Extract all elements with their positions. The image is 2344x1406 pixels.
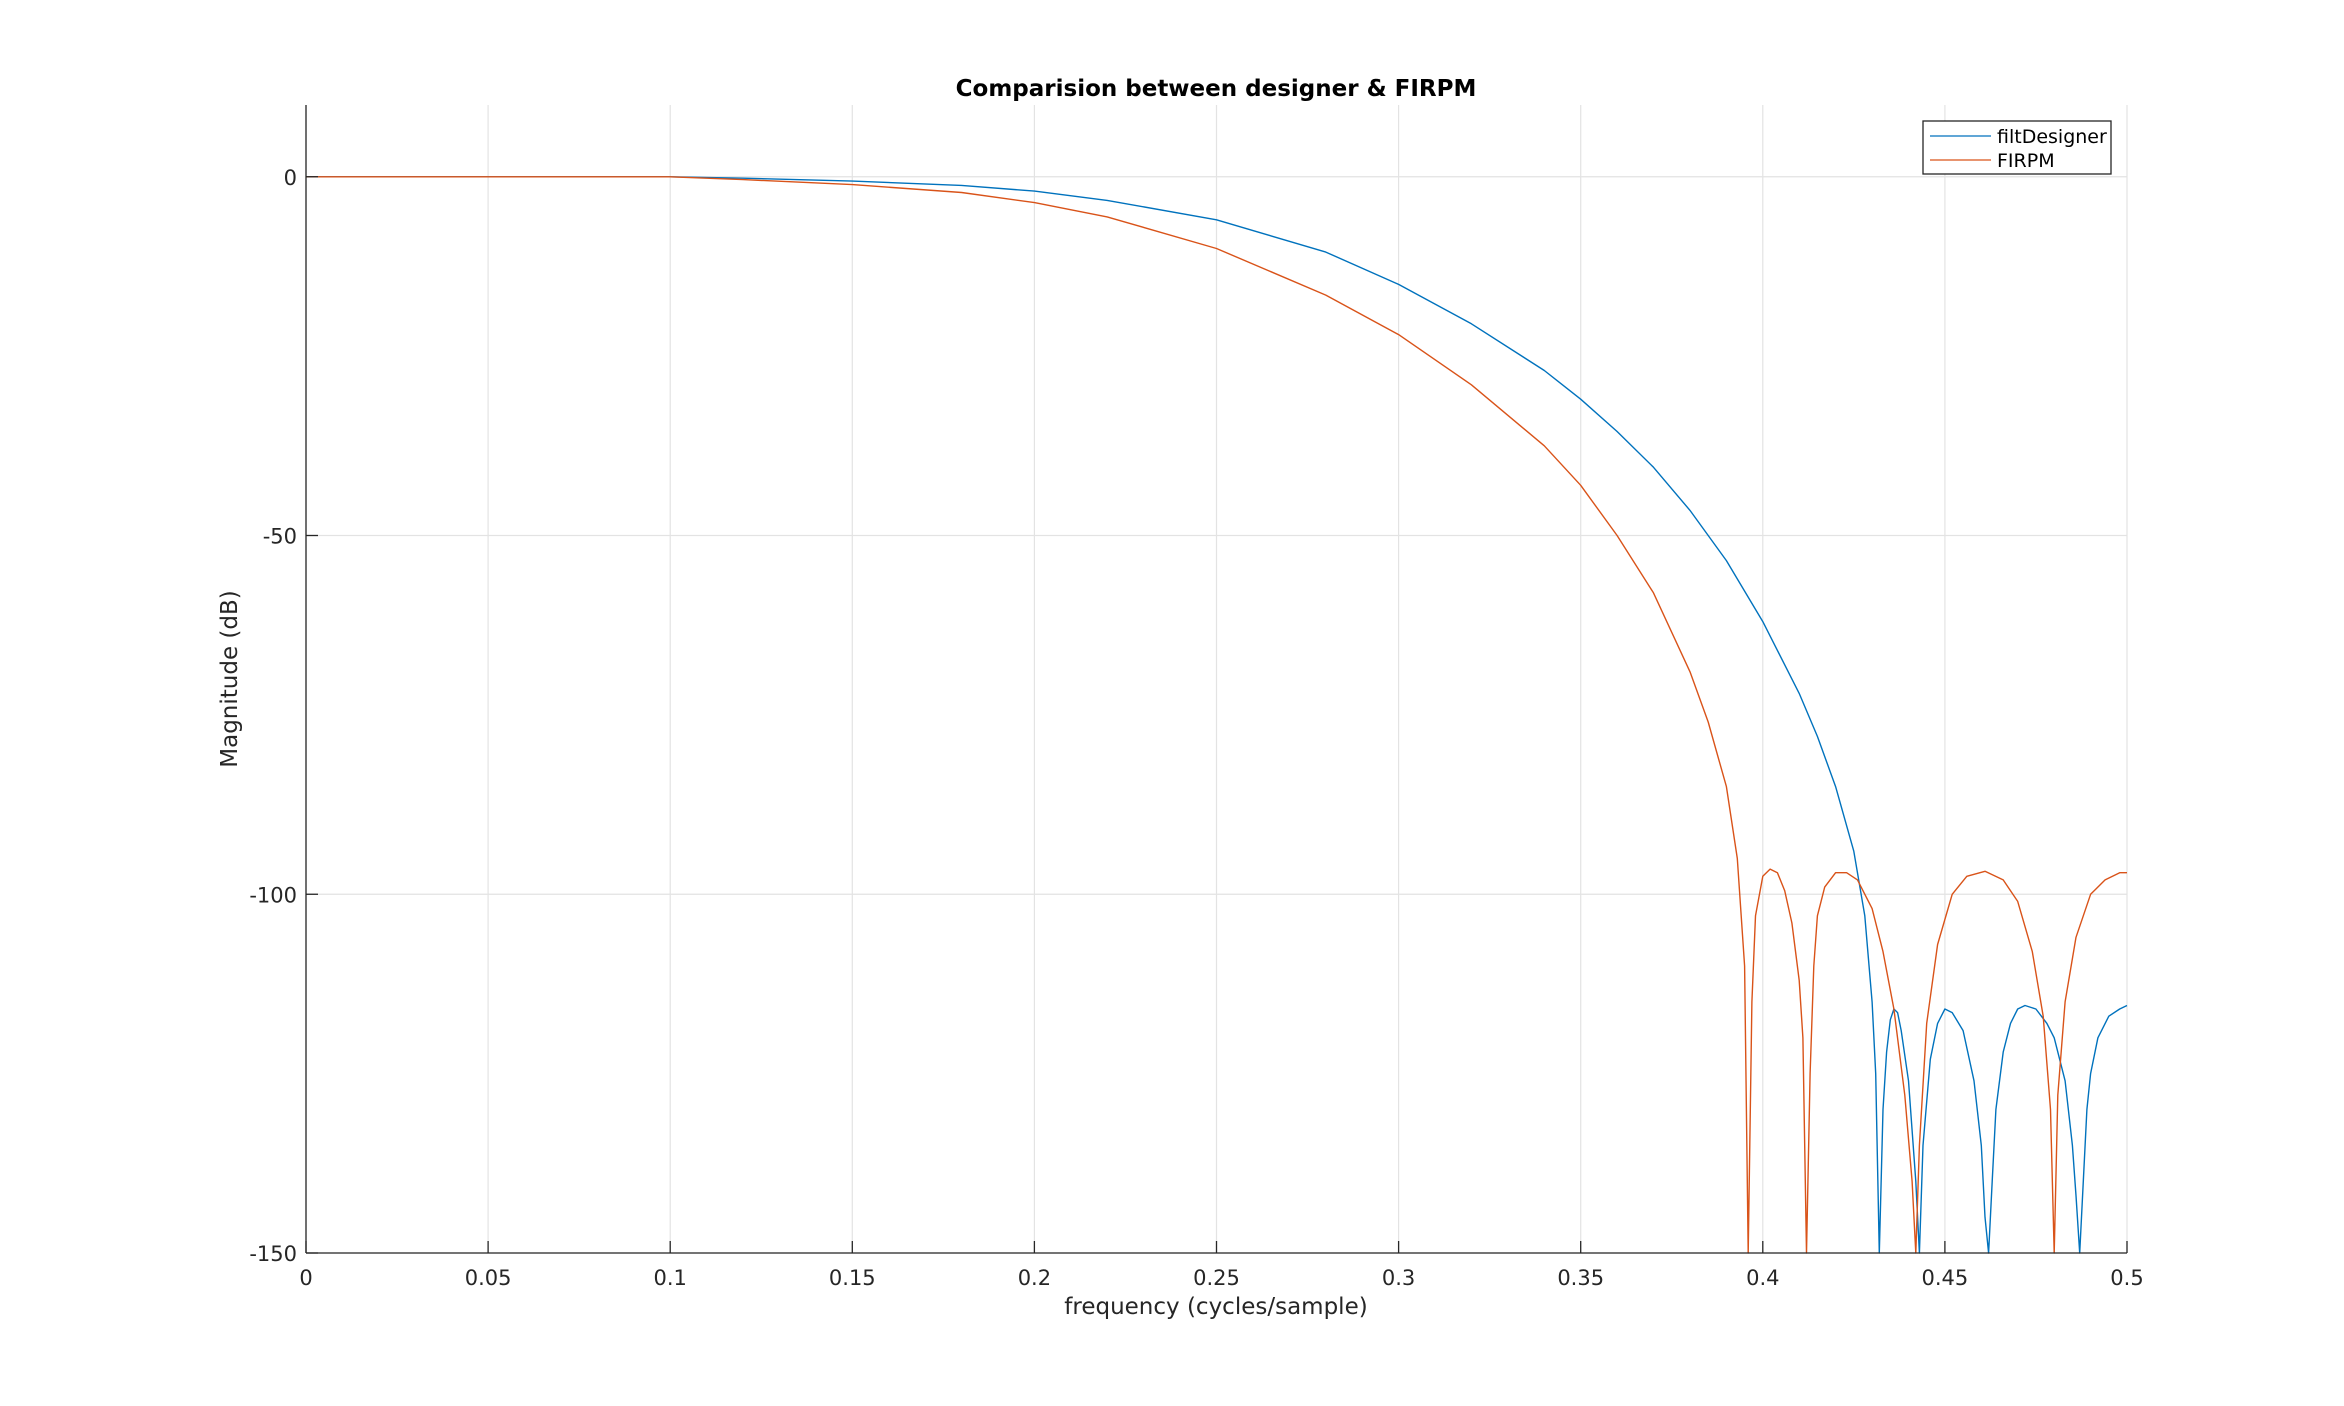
- chart-title: Comparision between designer & FIRPM: [956, 76, 1477, 102]
- series-line-filtDesigner: [306, 176, 2128, 1254]
- x-axis-label: frequency (cycles/sample): [1064, 1294, 1367, 1320]
- x-tick-label: 0.25: [1193, 1266, 1240, 1290]
- legend: filtDesigner FIRPM: [1922, 120, 2112, 175]
- x-tick-label: 0.15: [829, 1266, 876, 1290]
- legend-label-filtDesigner: filtDesigner: [1997, 126, 2107, 148]
- x-tick-label: 0: [299, 1266, 312, 1290]
- y-tick-label: 0: [284, 166, 297, 190]
- x-tick-label: 0.35: [1557, 1266, 1604, 1290]
- y-tick-label: -150: [249, 1242, 297, 1266]
- x-tick-label: 0.2: [1018, 1266, 1051, 1290]
- y-axis-label: Magnitude (dB): [217, 590, 243, 768]
- x-tick-label: 0.45: [1922, 1266, 1969, 1290]
- x-tick-label: 0.4: [1746, 1266, 1779, 1290]
- y-tick-label: -50: [263, 525, 297, 549]
- legend-label-FIRPM: FIRPM: [1997, 150, 2055, 172]
- x-tick-label: 0.05: [465, 1266, 512, 1290]
- series-layer: [306, 176, 2128, 1254]
- axes: [305, 105, 2128, 1254]
- x-tick-label: 0.5: [2110, 1266, 2143, 1290]
- series-line-FIRPM: [306, 176, 2127, 1254]
- y-tick-label: -100: [249, 883, 297, 907]
- tick-labels: 0 0.05 0.1 0.15 0.2 0.25 0.3 0.35 0.4 0.45 0.5 0 -50…: [249, 166, 2143, 1290]
- legend-box: [1922, 120, 2112, 175]
- x-tick-label: 0.1: [653, 1266, 686, 1290]
- x-tick-label: 0.3: [1382, 1266, 1415, 1290]
